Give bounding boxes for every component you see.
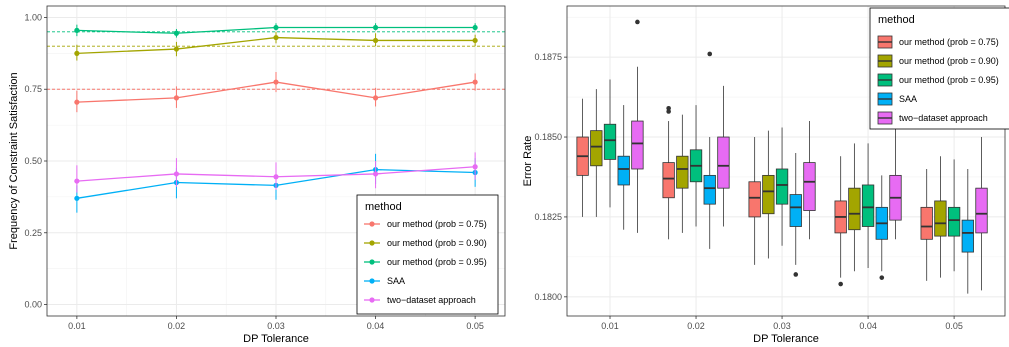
left-legend-key-point bbox=[369, 259, 375, 265]
left-legend-key-point bbox=[369, 297, 375, 303]
right-y-tick-label: 0.1875 bbox=[534, 52, 562, 62]
right-box bbox=[920, 206, 933, 240]
right-box bbox=[703, 174, 716, 205]
right-x-axis-label: DP Tolerance bbox=[753, 333, 819, 345]
right-x-tick-label: 0.03 bbox=[773, 321, 791, 331]
right-box bbox=[775, 168, 789, 205]
right-x-tick-label: 0.04 bbox=[859, 321, 877, 331]
left-y-tick-label: 0.50 bbox=[24, 156, 42, 166]
right-outlier bbox=[666, 109, 671, 114]
right-box bbox=[631, 120, 644, 170]
left-y-tick-label: 1.00 bbox=[24, 12, 42, 22]
left-data-point bbox=[74, 99, 80, 105]
left-data-point bbox=[472, 37, 478, 44]
left-data-point bbox=[372, 171, 379, 177]
left-data-point bbox=[273, 34, 279, 41]
right-box bbox=[662, 162, 675, 199]
right-legend-label: two−dataset approach bbox=[899, 113, 988, 123]
right-x-tick-label: 0.05 bbox=[945, 321, 963, 331]
left-legend-label: our method (prob = 0.95) bbox=[387, 257, 487, 267]
right-y-tick-label: 0.1800 bbox=[534, 292, 562, 302]
right-box bbox=[603, 123, 617, 160]
right-box bbox=[861, 184, 875, 227]
left-data-point bbox=[273, 174, 279, 180]
left-x-tick-label: 0.03 bbox=[267, 321, 285, 331]
left-data-point bbox=[372, 95, 379, 101]
left-data-point bbox=[173, 46, 180, 52]
right-box bbox=[617, 155, 630, 186]
left-data-point bbox=[173, 171, 180, 177]
left-x-axis-label: DP Tolerance bbox=[243, 333, 309, 345]
right-x-tick-label: 0.01 bbox=[601, 321, 619, 331]
left-data-point bbox=[472, 79, 478, 85]
right-outlier bbox=[666, 105, 671, 111]
left-data-point bbox=[74, 178, 80, 184]
right-legend-title: method bbox=[878, 14, 915, 26]
left-data-point bbox=[273, 24, 279, 31]
left-data-point bbox=[173, 95, 180, 101]
right-box bbox=[975, 187, 988, 234]
right-outlier bbox=[838, 281, 843, 287]
right-box bbox=[676, 155, 689, 189]
right-legend-label: SAA bbox=[899, 94, 917, 104]
right-legend-box bbox=[869, 7, 1009, 130]
right-box bbox=[590, 130, 603, 167]
right-outlier bbox=[793, 272, 799, 277]
left-legend-label: our method (prob = 0.75) bbox=[387, 219, 487, 229]
right-box bbox=[717, 136, 730, 189]
right-chart-box: 0.1800 0.1825 0.1850 0.1875 0.01 0.02 0.03 0.04… bbox=[522, 5, 1009, 345]
left-chart-line: 0.00 0.25 0.50 0.75 1.00 0.01 0.02 0.03 0.04 0.05… bbox=[8, 5, 506, 345]
left-data-point bbox=[372, 37, 379, 44]
left-data-point bbox=[74, 195, 80, 201]
right-box bbox=[803, 162, 816, 211]
left-data-point bbox=[472, 164, 478, 170]
left-data-point bbox=[372, 24, 379, 31]
left-data-point bbox=[74, 27, 80, 33]
right-panel-border bbox=[566, 5, 1006, 317]
left-legend-label: our method (prob = 0.90) bbox=[387, 238, 487, 248]
right-x-tick-label: 0.02 bbox=[687, 321, 705, 331]
right-legend-label: our method (prob = 0.75) bbox=[899, 37, 999, 47]
left-panel-border bbox=[46, 5, 506, 317]
left-x-tick-label: 0.04 bbox=[367, 321, 385, 331]
right-legend-label: our method (prob = 0.90) bbox=[899, 56, 999, 66]
left-legend-key-point bbox=[369, 240, 375, 246]
right-box bbox=[848, 187, 861, 231]
right-y-tick-label: 0.1850 bbox=[534, 132, 562, 142]
left-legend-key-point bbox=[369, 278, 375, 284]
right-box bbox=[762, 174, 775, 215]
right-box bbox=[789, 194, 802, 227]
left-x-tick-label: 0.01 bbox=[68, 321, 86, 331]
left-y-tick-label: 0.25 bbox=[24, 228, 42, 238]
right-outlier bbox=[879, 275, 885, 280]
right-legend-label: our method (prob = 0.95) bbox=[899, 75, 999, 85]
right-y-axis-label: Error Rate bbox=[522, 136, 534, 187]
right-outlier bbox=[707, 51, 713, 57]
right-outlier bbox=[635, 19, 640, 25]
left-data-point bbox=[273, 79, 279, 85]
left-x-tick-label: 0.05 bbox=[466, 321, 484, 331]
left-legend-title: method bbox=[365, 201, 402, 213]
right-box bbox=[934, 200, 947, 237]
right-box bbox=[961, 219, 974, 253]
left-legend-key-point bbox=[369, 221, 375, 227]
left-y-tick-label: 0.75 bbox=[24, 84, 42, 94]
left-y-axis-label: Frequency of Constraint Satisfaction bbox=[8, 72, 20, 249]
right-y-tick-label: 0.1825 bbox=[534, 212, 562, 222]
left-legend-box bbox=[356, 194, 499, 315]
left-x-tick-label: 0.02 bbox=[168, 321, 186, 331]
left-data-point bbox=[472, 24, 478, 31]
left-y-tick-label: 0.00 bbox=[24, 300, 42, 310]
right-box bbox=[947, 206, 961, 237]
left-legend-label: two−dataset approach bbox=[387, 295, 476, 305]
left-data-point bbox=[173, 30, 180, 36]
right-box bbox=[748, 181, 761, 218]
left-legend-label: SAA bbox=[387, 276, 405, 286]
left-data-point bbox=[74, 50, 80, 56]
